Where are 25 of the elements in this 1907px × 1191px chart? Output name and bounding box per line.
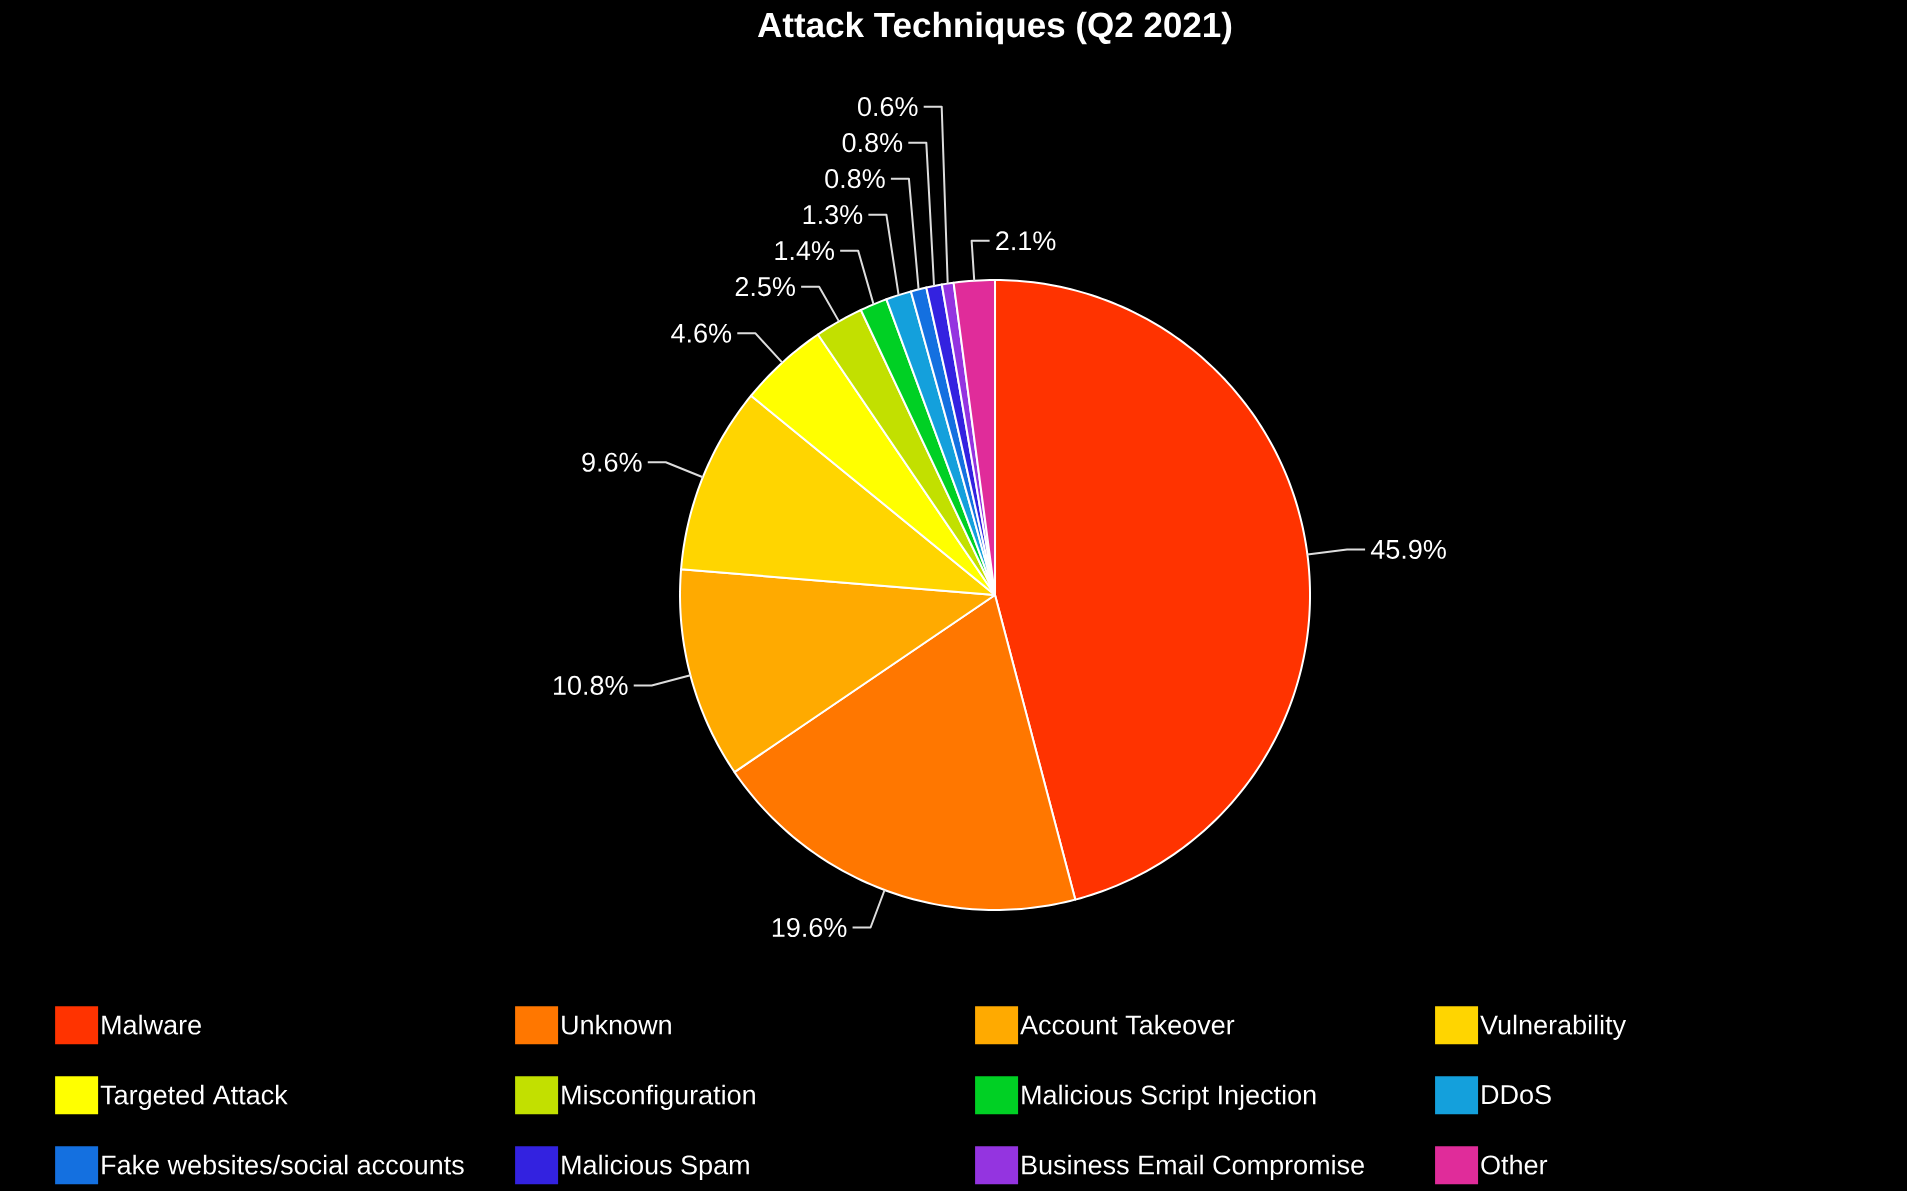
legend-label: Business Email Compromise: [1022, 1154, 1364, 1180]
data-label: 1.3%: [803, 205, 863, 225]
legend-label: Other: [1481, 1154, 1548, 1175]
data-label: 2.1%: [996, 231, 1056, 251]
legend-label: DDoS: [1482, 1085, 1551, 1105]
data-label: 0.8%: [825, 169, 885, 189]
data-label: 4.6%: [671, 323, 732, 343]
data-label: 19.6%: [772, 917, 847, 938]
data-label: 0.8%: [842, 133, 903, 153]
legend-label: Malicious Spam: [562, 1154, 749, 1180]
legend-label: Malicious Script Injection: [1022, 1084, 1316, 1110]
legend-label: Account Takeover: [1020, 1014, 1235, 1035]
chart-title: Attack Techniques (Q2 2021): [757, 11, 1232, 45]
legend-label: Malware: [102, 1014, 201, 1035]
legend-label: Vulnerability: [1480, 1014, 1627, 1040]
legend-label: Misconfiguration: [562, 1084, 755, 1110]
data-label: 2.5%: [735, 277, 795, 297]
data-label: 1.4%: [775, 241, 834, 261]
legend-label: Unknown: [562, 1014, 671, 1035]
data-label: 9.6%: [582, 452, 642, 472]
data-label: 10.8%: [554, 675, 628, 695]
legend-label: Fake websites/social accounts: [102, 1154, 464, 1175]
data-label: 0.6%: [858, 97, 918, 117]
legend-label: Targeted Attack: [100, 1084, 288, 1110]
data-label: 45.9%: [1370, 539, 1446, 559]
